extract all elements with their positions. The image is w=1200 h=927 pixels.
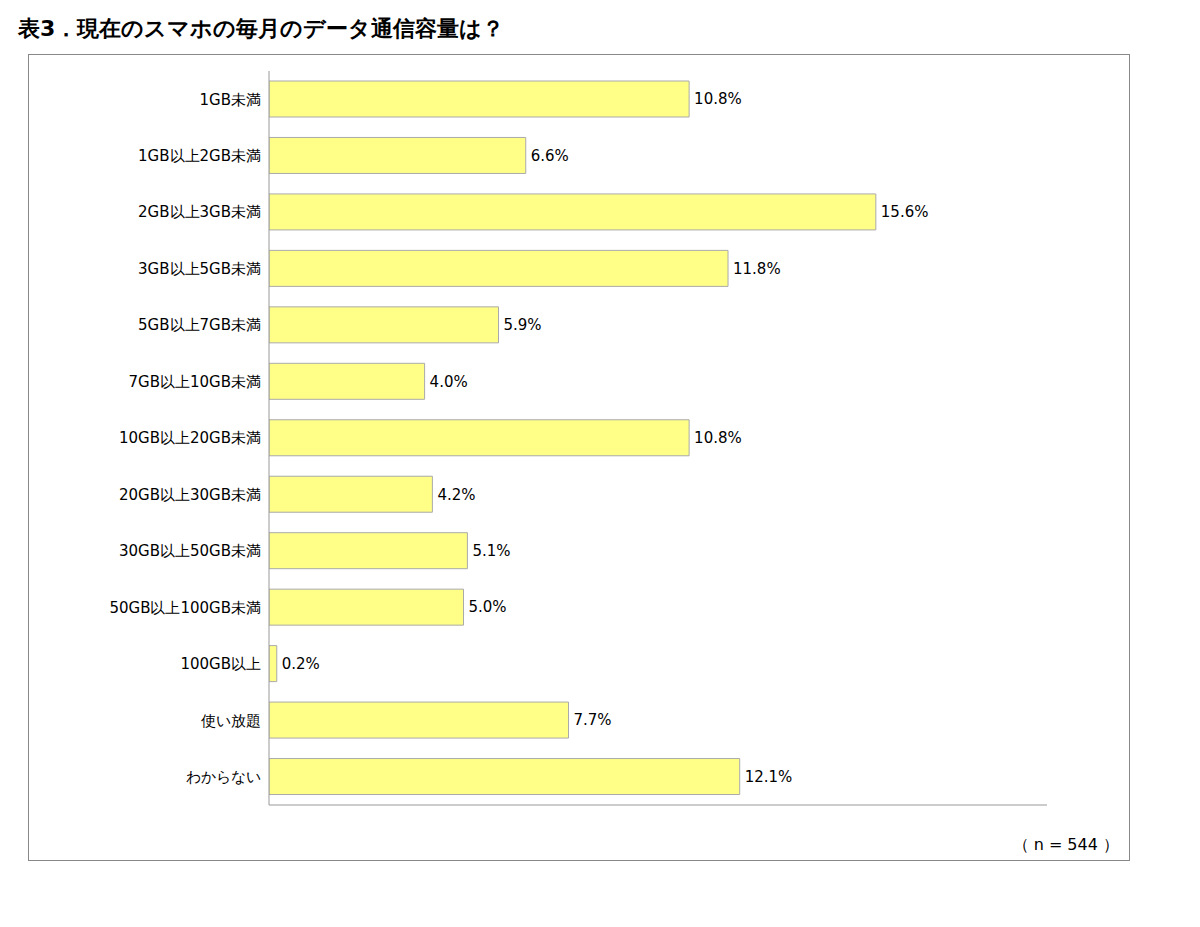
svg-text:2GB以上3GB未満: 2GB以上3GB未満	[138, 203, 261, 221]
svg-text:5GB以上7GB未満: 5GB以上7GB未満	[138, 316, 261, 334]
svg-text:使い放題: 使い放題	[201, 712, 261, 730]
svg-text:10GB以上20GB未満: 10GB以上20GB未満	[119, 429, 261, 447]
svg-text:5.9%: 5.9%	[504, 316, 542, 334]
svg-text:わからない: わからない	[186, 768, 261, 786]
svg-text:6.6%: 6.6%	[531, 147, 569, 165]
svg-text:20GB以上30GB未満: 20GB以上30GB未満	[119, 486, 261, 504]
svg-text:10.8%: 10.8%	[694, 429, 742, 447]
svg-text:0.2%: 0.2%	[282, 655, 320, 673]
svg-text:7.7%: 7.7%	[574, 711, 612, 729]
svg-text:4.0%: 4.0%	[430, 373, 468, 391]
svg-text:12.1%: 12.1%	[745, 768, 793, 786]
svg-text:30GB以上50GB未満: 30GB以上50GB未満	[119, 542, 261, 560]
svg-text:5.1%: 5.1%	[472, 542, 510, 560]
svg-text:100GB以上: 100GB以上	[180, 655, 261, 673]
svg-text:4.2%: 4.2%	[437, 486, 475, 504]
svg-text:1GB未満: 1GB未満	[200, 91, 261, 109]
svg-text:10.8%: 10.8%	[694, 90, 742, 108]
svg-text:1GB以上2GB未満: 1GB以上2GB未満	[138, 147, 261, 165]
svg-text:15.6%: 15.6%	[881, 203, 929, 221]
svg-text:3GB以上5GB未満: 3GB以上5GB未満	[138, 260, 261, 278]
svg-text:50GB以上100GB未満: 50GB以上100GB未満	[109, 599, 261, 617]
svg-text:11.8%: 11.8%	[733, 260, 781, 278]
svg-text:7GB以上10GB未満: 7GB以上10GB未満	[129, 373, 261, 391]
html-text:表3．現在のスマホの毎月のデータ通信容量は？: 表3．現在のスマホの毎月のデータ通信容量は？	[18, 16, 505, 41]
html-text:（ n = 544 ）: （ n = 544 ）	[1012, 835, 1119, 854]
svg-text:5.0%: 5.0%	[469, 598, 507, 616]
